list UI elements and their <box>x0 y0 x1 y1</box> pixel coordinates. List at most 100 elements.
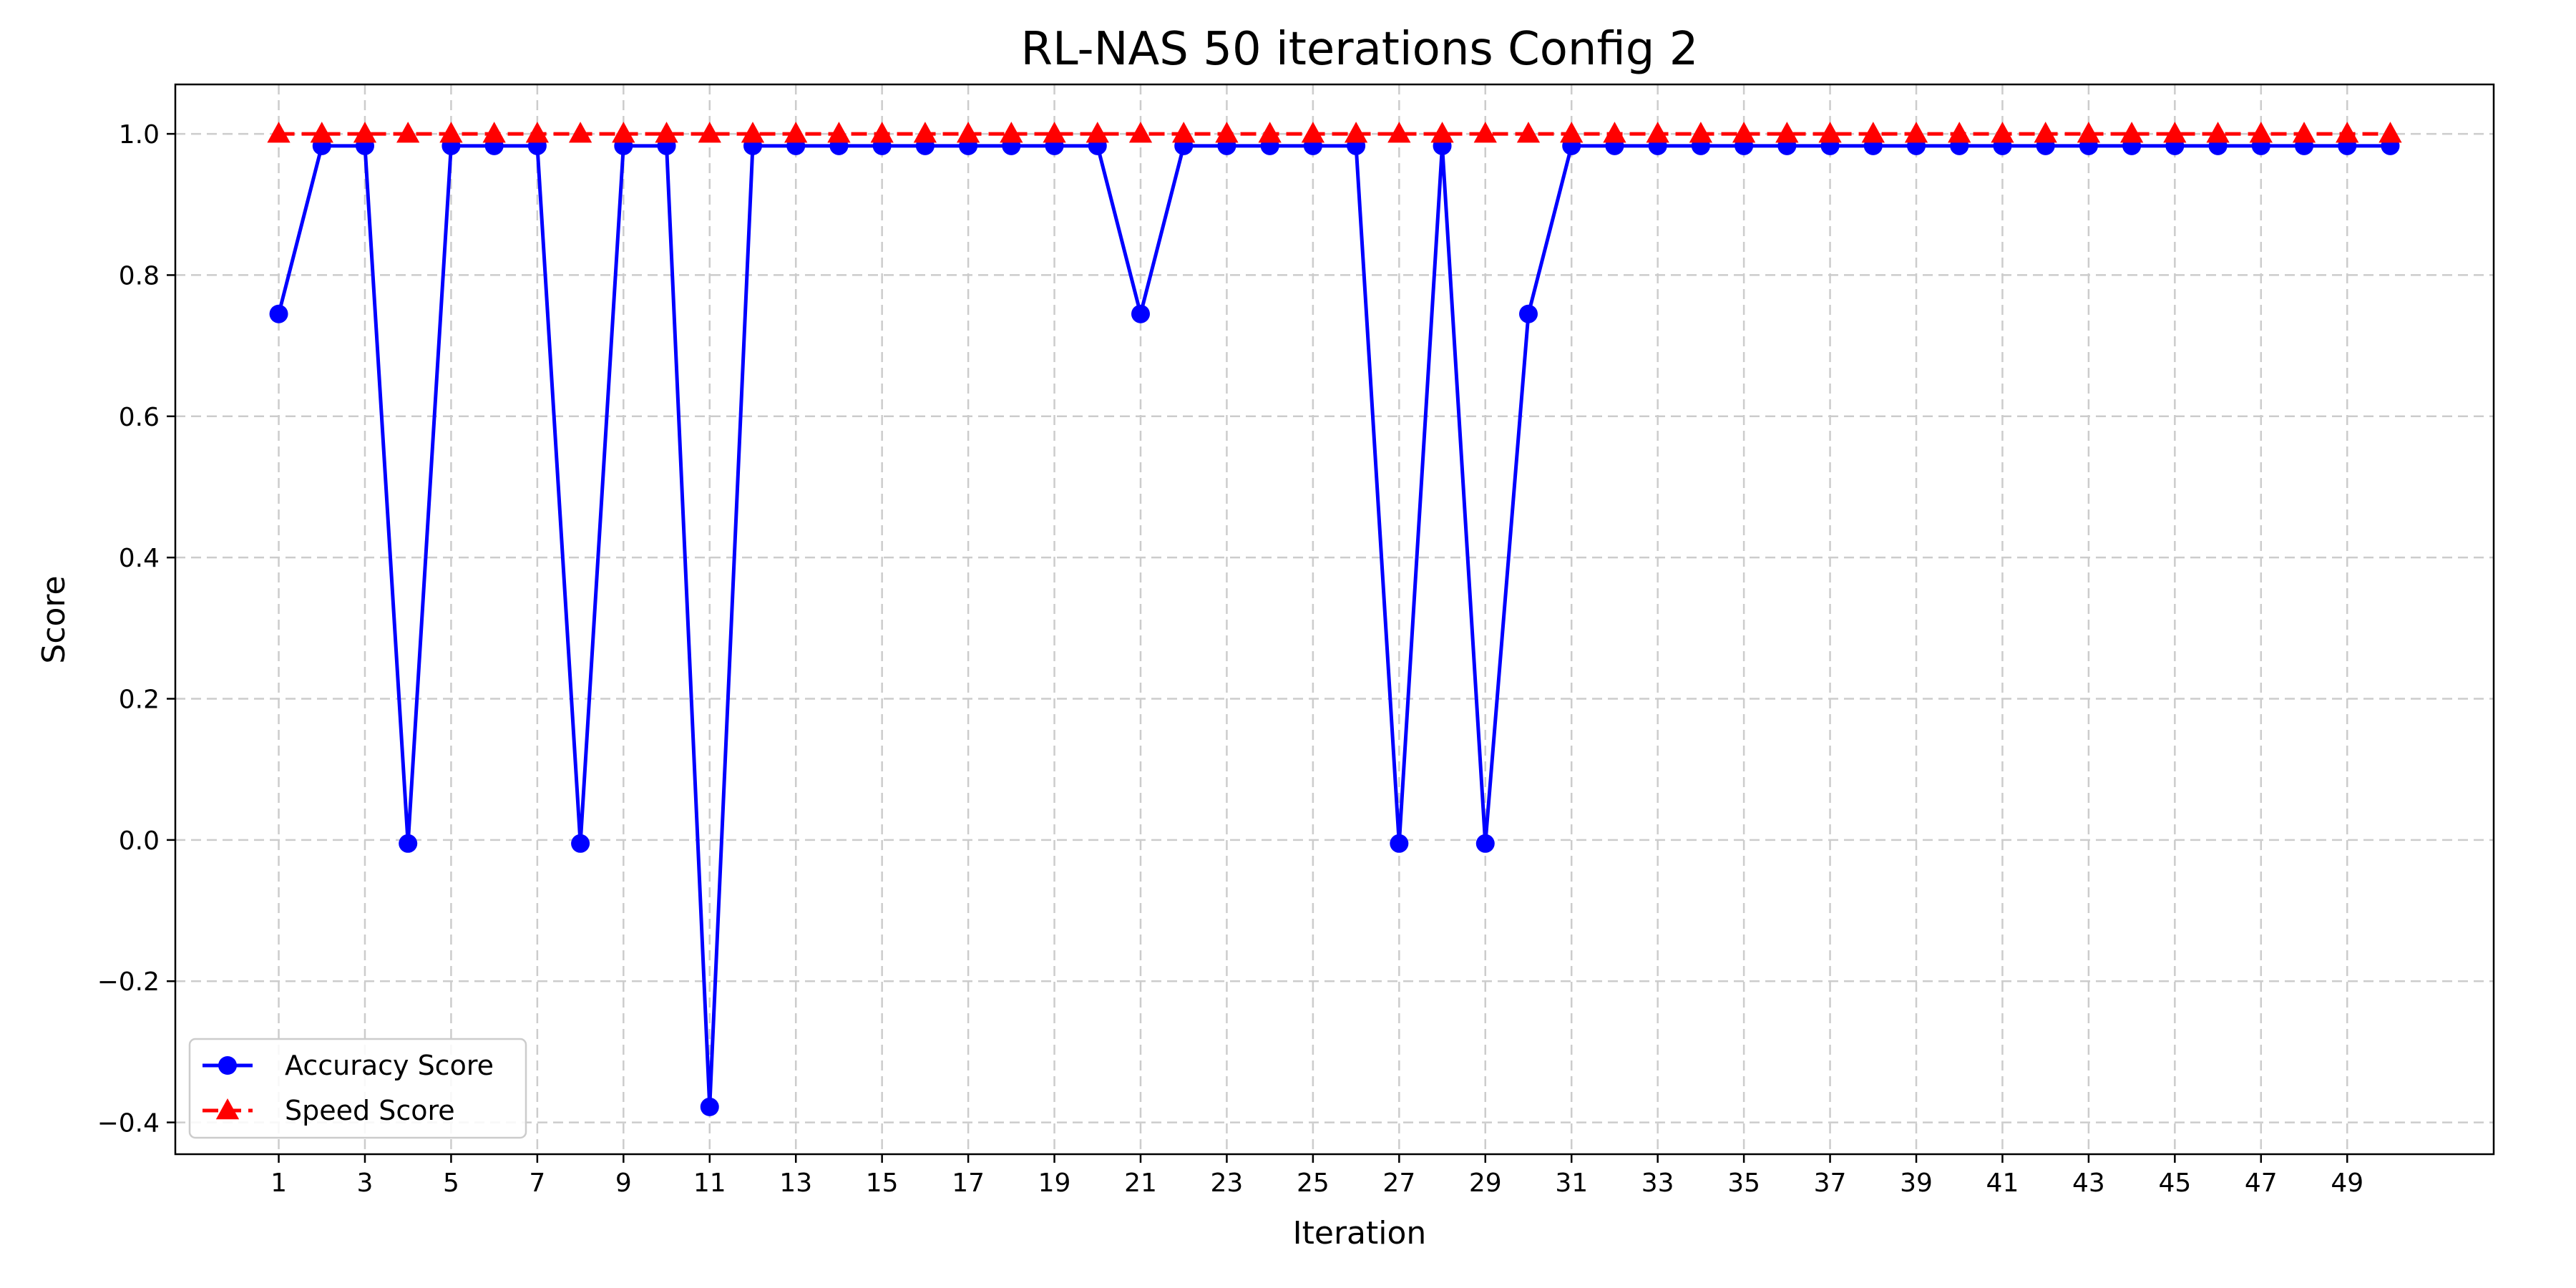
speed-score-point <box>1689 122 1713 143</box>
x-tick-label: 35 <box>1727 1169 1760 1198</box>
axes: 1 3 5 7 9 11 13 15 17 19 21 23 25 27 29 31 33 35 37 39 41 43 4… <box>97 120 2364 1198</box>
speed-score-point <box>482 122 506 143</box>
speed-score-point <box>2379 122 2402 143</box>
x-tick-label: 33 <box>1641 1169 1674 1198</box>
speed-score-point <box>698 122 721 143</box>
y-tick-label: −0.2 <box>97 967 160 997</box>
speed-score-point <box>1646 122 1669 143</box>
x-tick-label: 7 <box>529 1169 545 1198</box>
x-tick-label: 17 <box>952 1169 985 1198</box>
speed-score-point <box>1732 122 1756 143</box>
y-tick-label: 0.8 <box>119 261 160 291</box>
chart-title: RL-NAS 50 iterations Config 2 <box>1021 23 1699 76</box>
x-tick-label: 15 <box>866 1169 899 1198</box>
speed-score-point <box>1861 122 1885 143</box>
x-tick-label: 49 <box>2331 1169 2363 1198</box>
plot-series <box>267 122 2402 1116</box>
speed-score-point <box>913 122 937 143</box>
speed-score-point <box>310 122 333 143</box>
speed-score-point <box>396 122 420 143</box>
x-tick-label: 43 <box>2072 1169 2105 1198</box>
speed-score-point <box>1215 122 1239 143</box>
legend: Accuracy Score Speed Score <box>188 1038 527 1139</box>
accuracy-score-point <box>1390 834 1409 853</box>
speed-score-point <box>2336 122 2359 143</box>
speed-score-series <box>267 122 2402 143</box>
x-tick-label: 25 <box>1297 1169 1330 1198</box>
legend-speed-score-marker <box>215 1098 240 1120</box>
x-tick-label: 41 <box>1986 1169 2019 1198</box>
speed-score-point <box>1948 122 1971 143</box>
speed-score-point <box>1085 122 1109 143</box>
speed-score-point <box>353 122 377 143</box>
y-tick-label: 1.0 <box>119 120 160 150</box>
legend-box <box>188 1038 527 1139</box>
speed-score-point <box>1603 122 1626 143</box>
speed-score-point <box>741 122 765 143</box>
speed-score-point <box>1904 122 1928 143</box>
speed-score-point <box>2249 122 2273 143</box>
speed-score-point <box>439 122 463 143</box>
accuracy-score-point <box>571 834 590 853</box>
y-tick-label: −0.4 <box>97 1109 160 1138</box>
speed-score-point <box>1043 122 1066 143</box>
legend-accuracy-score-marker <box>218 1056 237 1075</box>
x-tick-label: 21 <box>1124 1169 1157 1198</box>
speed-score-point <box>2034 122 2057 143</box>
accuracy-score-point <box>700 1097 719 1116</box>
speed-score-point <box>2077 122 2101 143</box>
speed-score-point <box>1775 122 1799 143</box>
speed-score-point <box>2163 122 2187 143</box>
speed-score-point <box>1473 122 1497 143</box>
accuracy-score-point <box>1131 304 1150 323</box>
accuracy-score-point <box>399 834 418 853</box>
speed-score-point <box>1258 122 1282 143</box>
x-tick-label: 39 <box>1900 1169 1933 1198</box>
x-tick-label: 3 <box>357 1169 374 1198</box>
speed-score-point <box>784 122 808 143</box>
speed-score-point <box>2119 122 2144 143</box>
x-tick-label: 19 <box>1038 1169 1071 1198</box>
x-tick-label: 23 <box>1211 1169 1244 1198</box>
plot-frame <box>174 83 2495 1156</box>
x-tick-label: 31 <box>1555 1169 1588 1198</box>
speed-score-point <box>1172 122 1196 143</box>
speed-score-point <box>655 122 678 143</box>
accuracy-score-point <box>1475 834 1495 853</box>
x-tick-label: 47 <box>2245 1169 2278 1198</box>
speed-score-point <box>2206 122 2230 143</box>
speed-score-point <box>827 122 851 143</box>
speed-score-point <box>1000 122 1023 143</box>
speed-score-point <box>870 122 894 143</box>
speed-score-point <box>568 122 592 143</box>
x-tick-label: 11 <box>693 1169 726 1198</box>
speed-score-point <box>1991 122 2014 143</box>
speed-score-point <box>1560 122 1584 143</box>
speed-score-point <box>1516 122 1541 143</box>
y-tick-label: 0.0 <box>119 826 160 856</box>
speed-score-point <box>956 122 980 143</box>
speed-score-point <box>525 122 550 143</box>
speed-score-point <box>612 122 635 143</box>
accuracy-score-point <box>1519 304 1538 323</box>
speed-score-point <box>1387 122 1411 143</box>
speed-score-point <box>1301 122 1325 143</box>
speed-score-point <box>1128 122 1153 143</box>
y-tick-label: 0.2 <box>119 686 160 715</box>
speed-score-point <box>1344 122 1368 143</box>
x-tick-label: 29 <box>1469 1169 1502 1198</box>
legend-accuracy-score-label: Accuracy Score <box>285 1050 494 1081</box>
speed-score-point <box>2292 122 2316 143</box>
legend-speed-score-label: Speed Score <box>285 1095 455 1126</box>
x-tick-label: 37 <box>1814 1169 1847 1198</box>
y-axis-label: Score <box>36 575 72 663</box>
speed-score-point <box>267 122 291 143</box>
y-tick-label: 0.4 <box>119 544 160 573</box>
x-axis-label: Iteration <box>1293 1215 1427 1252</box>
x-tick-label: 27 <box>1382 1169 1415 1198</box>
x-tick-label: 13 <box>779 1169 812 1198</box>
speed-score-point <box>1430 122 1454 143</box>
x-tick-label: 45 <box>2158 1169 2191 1198</box>
speed-score-point <box>1818 122 1842 143</box>
